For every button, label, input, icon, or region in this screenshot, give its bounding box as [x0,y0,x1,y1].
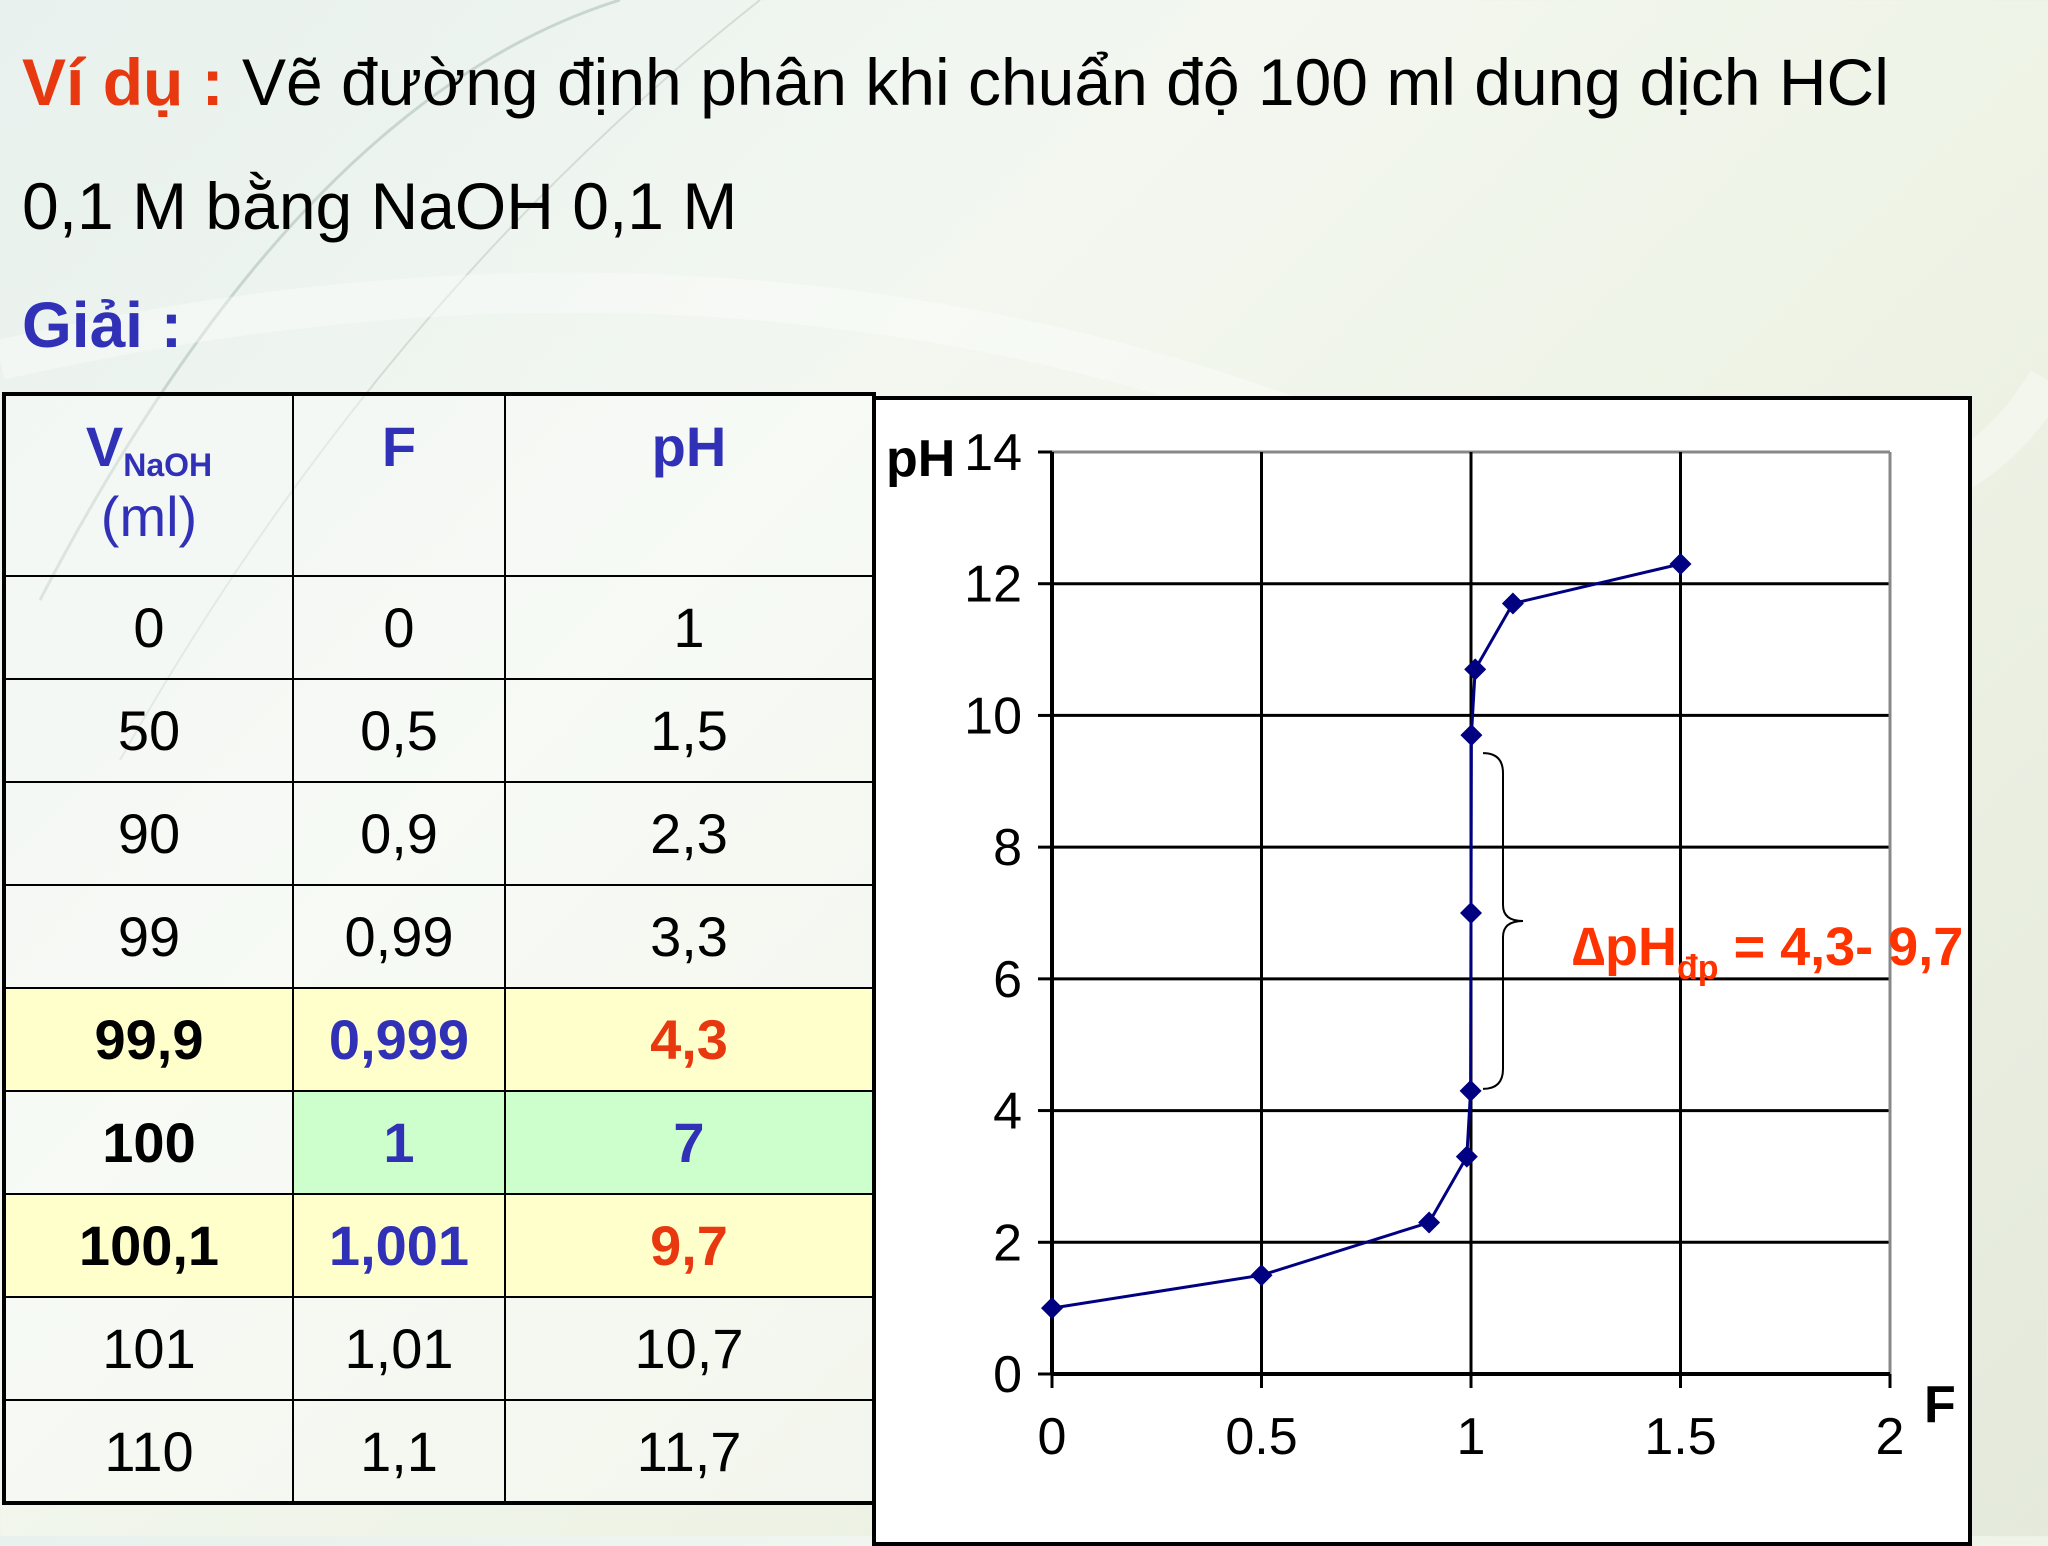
data-point-marker [1041,1297,1063,1320]
x-tick-label: 2 [1876,1408,1905,1466]
header-f: F [292,393,506,577]
cell-v: 110 [3,1399,294,1504]
cell-ph: 7 [504,1090,875,1195]
header-v-unit: (ml) [100,485,198,548]
table-row-highlight: 99,9 0,999 4,3 [3,987,875,1092]
table-row-highlight: 100,1 1,001 9,7 [3,1193,875,1298]
data-point-marker [1669,552,1692,575]
titration-curve-chart: 0 2 4 6 8 10 12 14 0 0.5 1 1.5 2 pH F [886,424,1956,1466]
cell-ph: 11,7 [504,1399,875,1504]
y-tick-label: 0 [993,1346,1022,1404]
y-tick-label: 12 [964,556,1022,614]
x-axis-label: F [1924,1376,1956,1434]
data-point-marker [1455,1145,1478,1168]
y-axis-label: pH [886,430,955,488]
cell-f: 0,5 [292,678,506,783]
cell-v: 100 [3,1090,294,1195]
cell-v: 99,9 [3,987,294,1092]
cell-f: 1,1 [292,1399,506,1504]
cell-ph: 2,3 [504,781,875,886]
data-point-marker [1460,724,1483,747]
cell-v: 90 [3,781,294,886]
cell-f: 1 [292,1090,506,1195]
header-v-main: V [85,415,124,478]
cell-ph: 10,7 [504,1296,875,1401]
cell-v: 50 [3,678,294,783]
titration-curve-line [1051,562,1681,1310]
solution-label: Giải : [22,289,183,361]
x-tick-label: 1.5 [1644,1408,1716,1466]
x-tick-label: 0.5 [1225,1408,1297,1466]
chart-panel [872,396,1972,1546]
delta-sub: đp [1677,949,1719,987]
cell-f: 0,9 [292,781,506,886]
y-tick-label: 8 [993,819,1022,877]
cell-f: 0 [292,575,506,680]
x-tick-label: 1 [1457,1408,1486,1466]
data-point-marker [1501,592,1524,615]
cell-v: 101 [3,1296,294,1401]
cell-v: 100,1 [3,1193,294,1298]
cell-f: 0,99 [292,884,506,989]
data-point-marker [1459,1079,1482,1102]
table-row: 110 1,1 11,7 [3,1399,875,1504]
cell-f: 0,999 [292,987,506,1092]
title-text: Vẽ đường định phân khi chuẩn độ 100 ml d… [223,45,1889,119]
cell-ph: 4,3 [504,987,875,1092]
data-point-marker [1250,1264,1273,1287]
delta-label: ∆pH [1572,917,1678,977]
x-tick-label: 0 [1038,1408,1067,1466]
cell-v: 99 [3,884,294,989]
delta-value: = 4,3- 9,7 [1718,917,1964,977]
data-point-marker [1418,1211,1441,1234]
y-tick-label: 4 [993,1083,1022,1141]
header-v-sub: NaOH [123,447,213,483]
cell-v: 0 [3,575,294,680]
delta-ph-annotation: ∆pHđp = 4,3- 9,7 [1572,916,1963,988]
header-ph: pH [504,393,875,577]
slide-title-line-2: 0,1 M bằng NaOH 0,1 M [22,169,738,243]
table-row: 99 0,99 3,3 [3,884,875,989]
cell-ph: 3,3 [504,884,875,989]
cell-f: 1,001 [292,1193,506,1298]
cell-ph: 1,5 [504,678,875,783]
y-tick-label: 2 [993,1214,1022,1272]
data-point-marker [1464,658,1487,681]
cell-f: 1,01 [292,1296,506,1401]
y-tick-label: 14 [964,424,1022,482]
cell-ph: 1 [504,575,875,680]
table-row: 90 0,9 2,3 [3,781,875,886]
equivalence-range-brace [1482,752,1524,1090]
example-keyword: Ví dụ : [22,45,224,119]
header-v-naoh: VNaOH (ml) [3,393,294,577]
cell-ph: 9,7 [504,1193,875,1298]
table-row: 101 1,01 10,7 [3,1296,875,1401]
table-row-equivalence: 100 1 7 [3,1090,875,1195]
data-point-marker [1460,902,1482,924]
table-header-row: VNaOH (ml) F pH [3,393,875,577]
y-tick-label: 10 [964,687,1022,745]
y-tick-label: 6 [993,951,1022,1009]
table-row: 50 0,5 1,5 [3,678,875,783]
slide-title-line-1: Ví dụ : Vẽ đường định phân khi chuẩn độ … [22,44,1889,120]
